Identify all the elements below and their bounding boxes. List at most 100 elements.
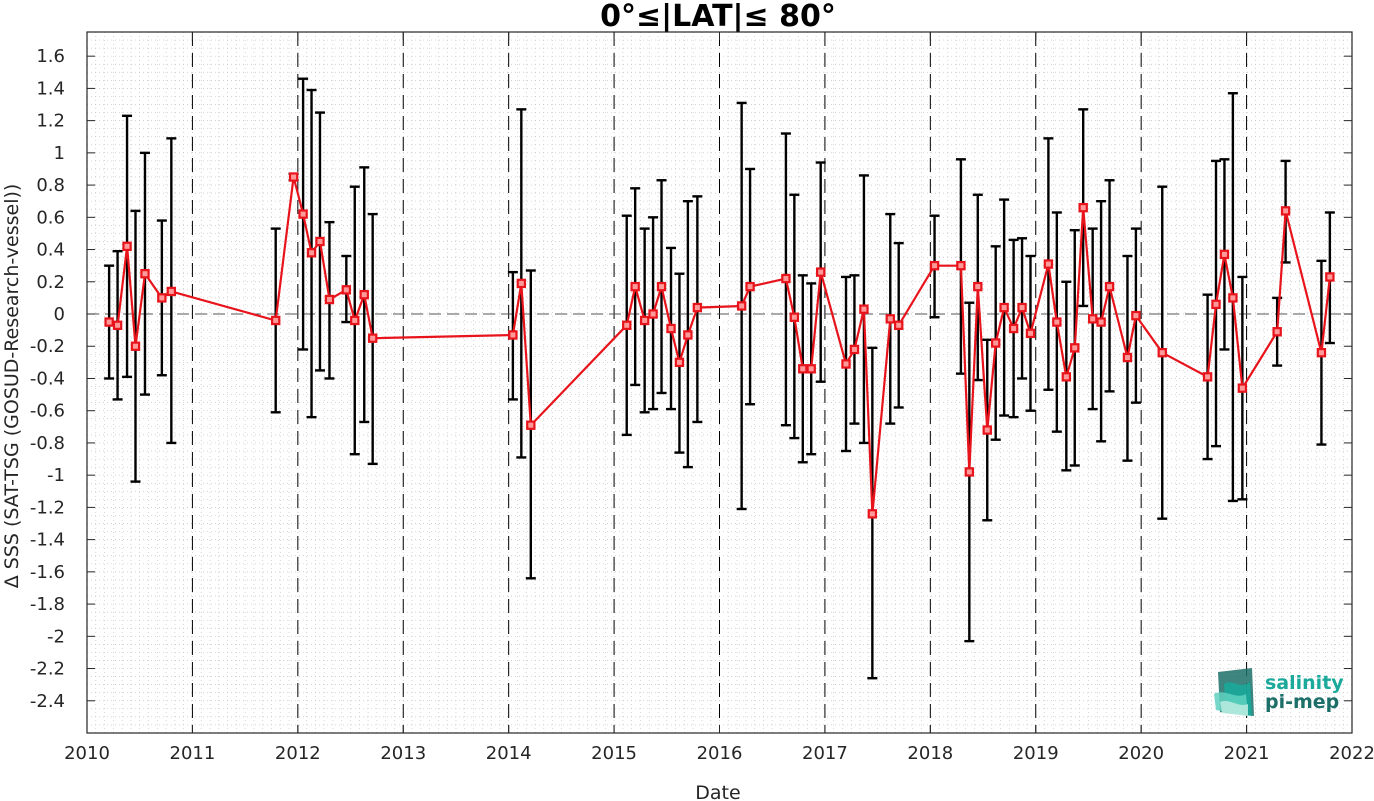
y-tick-label: -1.8 bbox=[30, 594, 65, 615]
data-point bbox=[1096, 317, 1106, 327]
y-tick-label: -0.6 bbox=[30, 401, 65, 422]
y-tick-label: -0.4 bbox=[30, 368, 65, 389]
logo-text-line2: pi-mep bbox=[1265, 691, 1339, 713]
chart-title: 0°≤|LAT|≤ 80° bbox=[600, 0, 836, 34]
data-point bbox=[298, 209, 308, 219]
data-point bbox=[270, 315, 281, 326]
y-tick-label: 0.2 bbox=[36, 272, 65, 293]
y-tick-labels: 1.6 1.4 1.2 1 0.8 0.6 0.4 0.2 0 -0.2 -0.4 -0.6 -0.8 -… bbox=[30, 46, 65, 712]
data-point bbox=[867, 509, 878, 519]
x-tick-label: 2021 bbox=[1224, 743, 1270, 764]
data-point bbox=[140, 269, 150, 279]
y-tick-label: 1.6 bbox=[36, 46, 65, 67]
data-point bbox=[815, 267, 826, 277]
data-point bbox=[112, 320, 123, 330]
data-point bbox=[1043, 259, 1054, 269]
data-point bbox=[781, 273, 791, 284]
y-axis-label: Δ SSS (SAT-TSG (GOSUD-Research-vessel)) bbox=[1, 184, 23, 589]
data-point bbox=[885, 314, 895, 324]
x-tick-labels: 2010 2011 2012 2013 2014 2015 2016 2017 2018 2019… bbox=[64, 743, 1374, 764]
x-tick-label: 2020 bbox=[1118, 743, 1164, 764]
data-point bbox=[1070, 343, 1080, 353]
data-point bbox=[526, 420, 536, 430]
x-tick-label: 2018 bbox=[907, 743, 953, 764]
data-point bbox=[341, 285, 352, 295]
data-point bbox=[1202, 372, 1213, 382]
data-point bbox=[1316, 347, 1327, 358]
data-point bbox=[1228, 293, 1238, 303]
data-point bbox=[929, 260, 940, 271]
x-tick-label: 2016 bbox=[697, 743, 743, 764]
data-point bbox=[166, 286, 177, 297]
y-tick-label: 0.8 bbox=[36, 175, 65, 196]
data-point bbox=[1008, 323, 1019, 334]
data-point bbox=[630, 281, 640, 292]
data-point bbox=[1104, 281, 1115, 292]
data-point bbox=[683, 330, 693, 340]
y-tick-label: 0.6 bbox=[36, 207, 65, 228]
data-point bbox=[849, 344, 860, 355]
data-point bbox=[306, 248, 317, 258]
data-point bbox=[692, 302, 703, 313]
data-point bbox=[1157, 347, 1167, 358]
data-point bbox=[1052, 317, 1062, 327]
data-point bbox=[841, 359, 851, 369]
data-point bbox=[1237, 383, 1248, 393]
data-point bbox=[1272, 327, 1282, 337]
y-tick-label: -0.8 bbox=[30, 433, 65, 454]
logo-text-line1: salinity bbox=[1265, 672, 1344, 694]
x-tick-label: 2014 bbox=[486, 743, 532, 764]
data-point bbox=[367, 333, 378, 343]
data-point bbox=[956, 260, 966, 271]
data-point bbox=[1087, 314, 1098, 324]
x-tick-label: 2015 bbox=[591, 743, 637, 764]
y-tick-label: 1.2 bbox=[36, 111, 65, 132]
data-point bbox=[648, 309, 658, 319]
data-point bbox=[806, 364, 816, 374]
data-point bbox=[1325, 272, 1335, 282]
data-point bbox=[999, 302, 1009, 313]
data-point bbox=[288, 172, 299, 182]
data-point bbox=[508, 330, 518, 340]
axis-ticks bbox=[86, 32, 1353, 733]
logo-wave-icon bbox=[1214, 668, 1254, 716]
x-tick-label: 2013 bbox=[380, 743, 426, 764]
data-point bbox=[122, 241, 132, 252]
y-tick-label: 0.4 bbox=[36, 240, 65, 261]
y-tick-label: -1.2 bbox=[30, 497, 65, 518]
data-point bbox=[990, 338, 1001, 348]
data-point bbox=[789, 312, 800, 322]
y-tick-label: -1 bbox=[47, 465, 65, 486]
data-point bbox=[736, 301, 747, 311]
x-axis-label: Date bbox=[695, 782, 740, 801]
data-point bbox=[973, 281, 983, 292]
data-point bbox=[324, 294, 335, 305]
data-point bbox=[982, 425, 992, 435]
series-line bbox=[108, 176, 1331, 514]
data-markers bbox=[104, 172, 1335, 519]
year-divider-lines bbox=[191, 32, 1248, 733]
y-tick-label: 0 bbox=[54, 304, 65, 325]
y-tick-label: -0.2 bbox=[30, 336, 65, 357]
data-point bbox=[656, 281, 667, 292]
data-point bbox=[1122, 352, 1133, 363]
data-point bbox=[859, 304, 869, 314]
y-tick-label: -2.4 bbox=[30, 691, 65, 712]
data-point bbox=[798, 364, 808, 374]
x-tick-label: 2012 bbox=[275, 743, 321, 764]
data-point bbox=[1280, 206, 1291, 216]
x-tick-label: 2017 bbox=[802, 743, 848, 764]
data-point bbox=[1211, 299, 1221, 310]
data-point bbox=[894, 320, 904, 330]
y-tick-label: -2.2 bbox=[30, 659, 65, 680]
data-point bbox=[745, 281, 755, 292]
data-point bbox=[1219, 249, 1230, 260]
x-tick-label: 2019 bbox=[1013, 743, 1059, 764]
y-tick-label: 1 bbox=[54, 143, 65, 164]
salinity-pi-mep-logo: salinity pi-mep bbox=[1214, 668, 1344, 716]
x-tick-label: 2022 bbox=[1329, 743, 1374, 764]
data-point bbox=[666, 323, 676, 334]
data-point bbox=[359, 289, 369, 300]
x-tick-label: 2010 bbox=[64, 743, 110, 764]
